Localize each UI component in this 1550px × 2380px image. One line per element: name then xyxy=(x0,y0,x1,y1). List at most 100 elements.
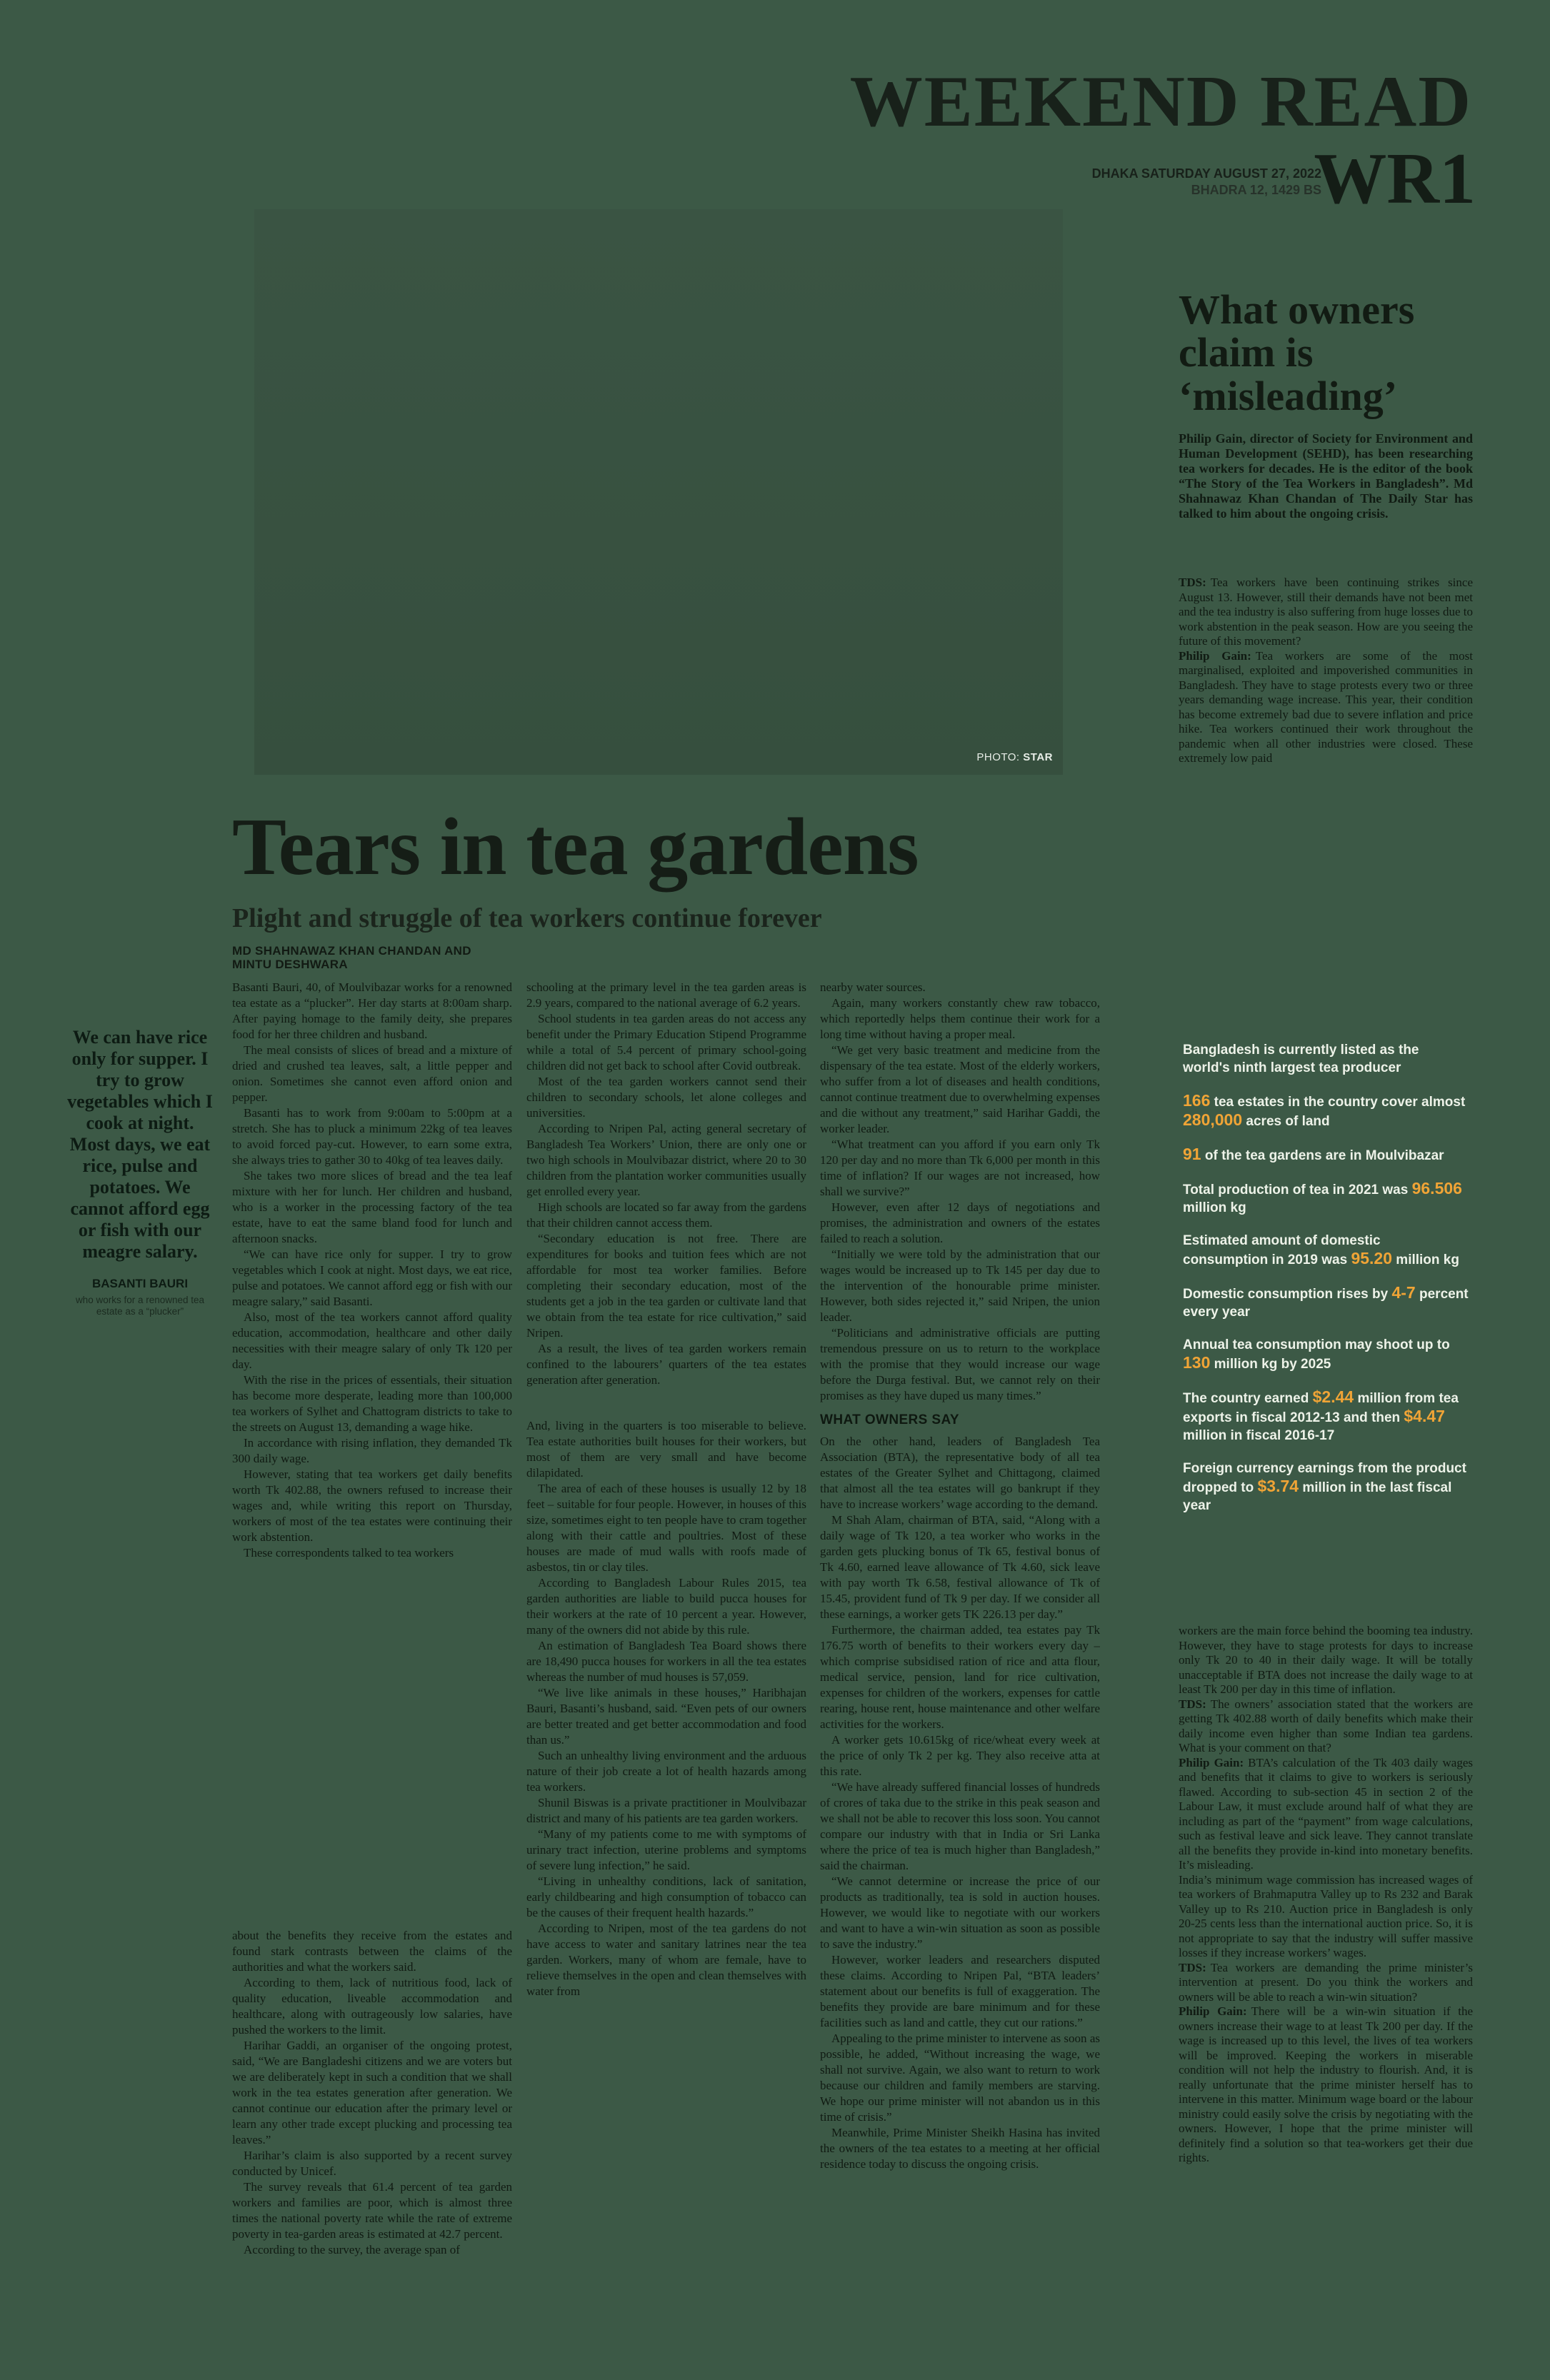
paragraph: However, stating that tea workers get da… xyxy=(232,1467,512,1544)
paragraph: As a result, the lives of tea garden wor… xyxy=(526,1342,806,1387)
paragraph: “We can have rice only for supper. I try… xyxy=(232,1247,512,1308)
paragraph: According to Bangladesh Labour Rules 201… xyxy=(526,1576,806,1637)
fact-item: 166 tea estates in the country cover alm… xyxy=(1183,1091,1466,1130)
paragraph: Furthermore, the chairman added, tea est… xyxy=(820,1623,1100,1731)
photo-credit-value: STAR xyxy=(1023,751,1053,763)
fact-item: Foreign currency earnings from the produ… xyxy=(1183,1461,1466,1513)
paragraph: “We get very basic treatment and medicin… xyxy=(820,1043,1100,1135)
pull-quote: We can have rice only for supper. I try … xyxy=(64,1027,216,1317)
qa-paragraph: TDS: Tea workers are demanding the prime … xyxy=(1179,1961,1473,2005)
body-column-3-top: nearby water sources. Again, many workers… xyxy=(820,980,1100,1404)
paragraph: “We live like animals in these houses,” … xyxy=(526,1686,806,1747)
paragraph: nearby water sources. xyxy=(820,980,926,994)
dateline: DHAKA SATURDAY AUGUST 27, 2022 BHADRA 12… xyxy=(1092,166,1321,199)
paragraph: However, worker leaders and researchers … xyxy=(820,1953,1100,2029)
paragraph: According to the survey, the average spa… xyxy=(244,2243,460,2256)
qa-text: BTA’s calculation of the Tk 403 daily wa… xyxy=(1179,1755,1473,1872)
paragraph: An estimation of Bangladesh Tea Board sh… xyxy=(526,1639,806,1684)
page-code: WR1 xyxy=(1314,139,1476,219)
paragraph: And, living in the quarters is too miser… xyxy=(526,1419,806,1480)
qa-text: Tea workers are demanding the prime mini… xyxy=(1179,1960,1473,2004)
paragraph: “Many of my patients come to me with sym… xyxy=(526,1827,806,1872)
fact-item: Bangladesh is currently listed as the wo… xyxy=(1183,1043,1419,1075)
qa-paragraph: Philip Gain: There will be a win-win situ… xyxy=(1179,2004,1473,2166)
qa-lead: TDS: xyxy=(1179,1697,1206,1711)
paragraph: Basanti Bauri, 40, of Moulvibazar works … xyxy=(232,980,512,1041)
paragraph: Again, many workers constantly chew raw … xyxy=(820,996,1100,1041)
paragraph: A worker gets 10.615kg of rice/wheat eve… xyxy=(820,1733,1100,1778)
paragraph: about the benefits they receive from the… xyxy=(232,1929,512,1974)
paragraph: “Secondary education is not free. There … xyxy=(526,1232,806,1340)
fact-item: Total production of tea in 2021 was 96.5… xyxy=(1183,1179,1462,1216)
qa-paragraph: Philip Gain: BTA’s calculation of the Tk … xyxy=(1179,1756,1473,1873)
body-column-1-top: Basanti Bauri, 40, of Moulvibazar works … xyxy=(232,980,512,1633)
calendar-line: BHADRA 12, 1429 BS xyxy=(1191,183,1321,197)
paragraph: However, even after 12 days of negotiati… xyxy=(820,1200,1100,1245)
paragraph: On the other hand, leaders of Bangladesh… xyxy=(820,1435,1100,1511)
section-title: WEEKEND READ xyxy=(849,61,1472,142)
paragraph: According to them, lack of nutritious fo… xyxy=(232,1976,512,2037)
paragraph: Appealing to the prime minister to inter… xyxy=(820,2032,1100,2124)
qa-text: The owners’ association stated that the … xyxy=(1179,1697,1473,1755)
qa-lead: Philip Gain: xyxy=(1179,1755,1244,1769)
paragraph: “Living in unhealthy conditions, lack of… xyxy=(526,1874,806,1919)
qa-text: Tea workers are some of the most margina… xyxy=(1179,648,1473,765)
paragraph: “We have already suffered financial loss… xyxy=(820,1780,1100,1872)
paragraph: Harihar’s claim is also supported by a r… xyxy=(232,2149,512,2178)
qa-paragraph: workers are the main force behind the bo… xyxy=(1179,1624,1473,1697)
date-line: DHAKA SATURDAY AUGUST 27, 2022 xyxy=(1091,166,1321,181)
paragraph: Also, most of the tea workers cannot aff… xyxy=(232,1310,512,1371)
owners-say-heading: WHAT OWNERS SAY xyxy=(820,1412,959,1427)
qa-lead: TDS: xyxy=(1179,1960,1206,1974)
fact-item: Estimated amount of domestic consumption… xyxy=(1183,1233,1459,1267)
paragraph: Harihar Gaddi, an organiser of the ongoi… xyxy=(232,2039,512,2146)
qa-text: There will be a win-win situation if the… xyxy=(1179,2004,1473,2164)
pull-quote-text: We can have rice only for supper. I try … xyxy=(67,1027,213,1262)
fact-item: Annual tea consumption may shoot up to 1… xyxy=(1183,1337,1450,1372)
byline: MD SHAHNAWAZ KHAN CHANDAN AND MINTU DESH… xyxy=(232,944,471,971)
pull-quote-attribution-detail: who works for a renowned tea estate as a… xyxy=(75,1295,205,1317)
interview-qa-bottom: workers are the main force behind the bo… xyxy=(1179,1624,1473,2320)
subhead: Plight and struggle of tea workers conti… xyxy=(232,903,822,933)
interview-headline: What owners claim is ‘misleading’ xyxy=(1179,286,1415,419)
paragraph: According to Nripen, most of the tea gar… xyxy=(526,1922,806,1998)
fact-item: Domestic consumption rises by 4-7 percen… xyxy=(1183,1283,1469,1320)
interview-qa-top: TDS: Tea workers have been continuing str… xyxy=(1179,576,1473,821)
body-column-3: nearby water sources. Again, many workers… xyxy=(820,980,1100,2326)
paragraph: According to Nripen Pal, acting general … xyxy=(526,1122,806,1198)
pull-quote-attribution: BASANTI BAURI xyxy=(91,1277,189,1290)
paragraph: The area of each of these houses is usua… xyxy=(526,1482,806,1574)
qa-text: Tea workers have been continuing strikes… xyxy=(1179,576,1473,648)
qa-lead: TDS: xyxy=(1179,576,1206,589)
paragraph: schooling at the primary level in the te… xyxy=(526,980,806,1010)
paragraph: Shunil Biswas is a private practitioner … xyxy=(526,1796,806,1825)
paragraph: The meal consists of slices of bread and… xyxy=(232,1043,512,1104)
body-column-3-bottom: On the other hand, leaders of Bangladesh… xyxy=(820,1434,1100,2172)
paragraph: M Shah Alam, chairman of BTA, said, “Alo… xyxy=(820,1513,1100,1621)
photo-credit-label: PHOTO: xyxy=(976,751,1020,763)
paragraph: In accordance with rising inflation, the… xyxy=(232,1436,512,1465)
photo-credit: PHOTO: STAR xyxy=(976,751,1053,763)
body-column-1-bottom: about the benefits they receive from the… xyxy=(232,1928,512,2319)
paragraph: “Initially we were told by the administr… xyxy=(820,1247,1100,1324)
paragraph: Basanti has to work from 9:00am to 5:00p… xyxy=(232,1106,512,1167)
facts-box: Bangladesh is currently listed as the wo… xyxy=(1179,1035,1473,1587)
paragraph: Meanwhile, Prime Minister Sheikh Hasina … xyxy=(820,2126,1100,2171)
paragraph: She takes two more slices of bread and t… xyxy=(232,1169,512,1245)
qa-paragraph: TDS: The owners’ association stated that … xyxy=(1179,1697,1473,1756)
column-gap xyxy=(526,1388,806,1418)
paragraph: “We cannot determine or increase the pri… xyxy=(820,1874,1100,1951)
lead-photo: PHOTO: STAR xyxy=(254,209,1063,775)
paragraph: Such an unhealthy living environment and… xyxy=(526,1749,806,1794)
qa-paragraph: Philip Gain: Tea workers are some of the … xyxy=(1179,649,1473,766)
qa-paragraph: India’s minimum wage commission has incr… xyxy=(1179,1873,1473,1961)
interview-intro: Philip Gain, director of Society for Env… xyxy=(1179,431,1473,521)
body-column-2-bottom: And, living in the quarters is too miser… xyxy=(526,1418,806,1999)
body-column-2: schooling at the primary level in the te… xyxy=(526,980,806,2322)
qa-lead: Philip Gain: xyxy=(1179,648,1251,663)
body-column-2-top: schooling at the primary level in the te… xyxy=(526,980,806,1388)
paragraph: School students in tea garden areas do n… xyxy=(526,1012,806,1073)
paragraph: “What treatment can you afford if you ea… xyxy=(820,1138,1100,1198)
paragraph: With the rise in the prices of essential… xyxy=(232,1373,512,1434)
